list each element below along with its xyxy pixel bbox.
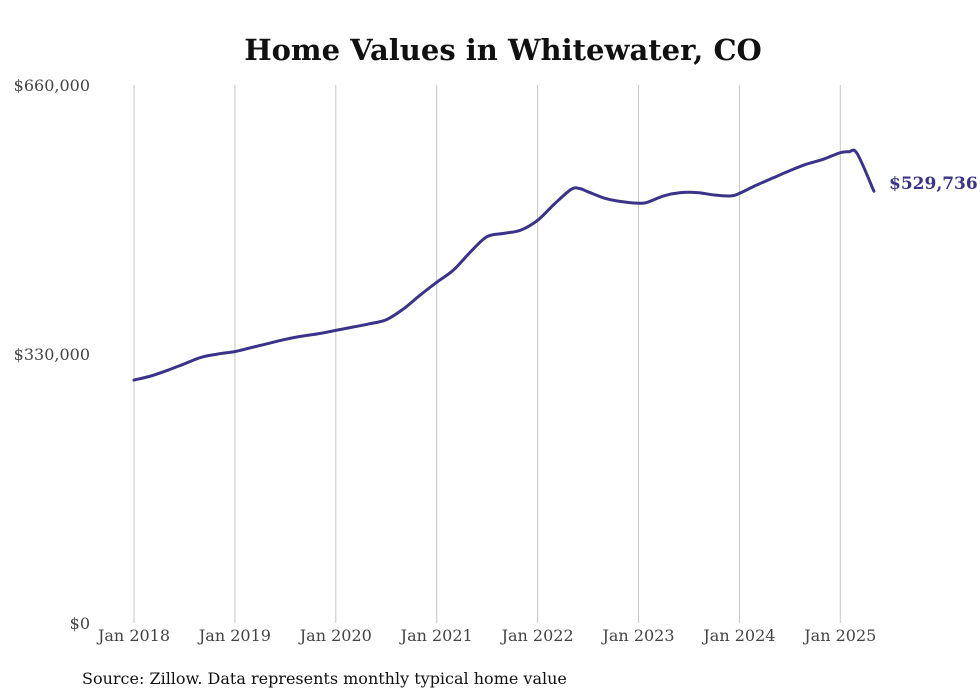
x-tick-label: Jan 2023 (600, 626, 674, 645)
x-tick-label: Jan 2022 (500, 626, 574, 645)
end-value-label: $529,736 (889, 174, 978, 194)
series-line (132, 148, 876, 382)
y-tick-label: $330,000 (14, 345, 90, 364)
x-tick-label: Jan 2018 (96, 626, 170, 645)
x-axis-ticks: Jan 2018 Jan 2019 Jan 2020 Jan 2021 Jan 2022… (96, 626, 876, 645)
y-axis-ticks: $0 $330,000 $660,000 (14, 76, 90, 633)
x-tick-label: Jan 2024 (701, 626, 775, 645)
x-tick-label: Jan 2019 (197, 626, 271, 645)
x-tick-label: Jan 2021 (399, 626, 473, 645)
chart-title: Home Values in Whitewater, CO (244, 33, 762, 67)
x-tick-label: Jan 2025 (802, 626, 876, 645)
y-tick-label: $660,000 (14, 76, 90, 95)
source-note: Source: Zillow. Data represents monthly … (82, 669, 567, 688)
gridlines (133, 85, 841, 623)
y-tick-label: $0 (70, 614, 90, 633)
series-layer (132, 148, 876, 382)
x-tick-label: Jan 2020 (298, 626, 372, 645)
